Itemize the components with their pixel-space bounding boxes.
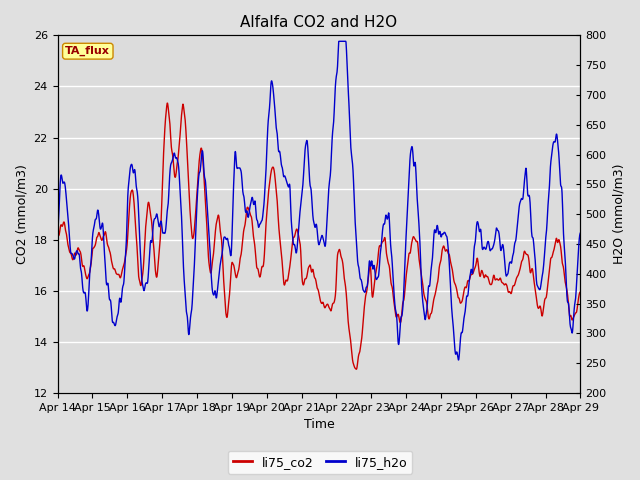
Y-axis label: CO2 (mmol/m3): CO2 (mmol/m3) bbox=[15, 164, 28, 264]
li75_h2o bbox=[334, 59, 342, 65]
Legend: li75_co2, li75_h2o: li75_co2, li75_h2o bbox=[228, 451, 412, 474]
li75_co2 bbox=[200, 168, 207, 173]
Line: li75_h2o: li75_h2o bbox=[58, 41, 580, 360]
li75_h2o bbox=[346, 112, 353, 118]
li75_co2 bbox=[54, 234, 61, 240]
li75_h2o bbox=[545, 187, 553, 193]
li75_h2o bbox=[531, 252, 538, 258]
li75_co2 bbox=[346, 329, 353, 335]
Text: TA_flux: TA_flux bbox=[65, 46, 110, 56]
li75_h2o bbox=[335, 38, 343, 44]
li75_co2 bbox=[531, 283, 538, 288]
li75_h2o bbox=[200, 157, 207, 163]
li75_h2o bbox=[577, 230, 584, 236]
Title: Alfalfa CO2 and H2O: Alfalfa CO2 and H2O bbox=[241, 15, 397, 30]
X-axis label: Time: Time bbox=[303, 419, 334, 432]
Y-axis label: H2O (mmol/m3): H2O (mmol/m3) bbox=[612, 164, 625, 264]
li75_co2 bbox=[353, 366, 360, 372]
li75_co2 bbox=[577, 289, 584, 295]
li75_co2 bbox=[163, 100, 171, 106]
li75_co2 bbox=[471, 264, 479, 270]
li75_h2o bbox=[454, 357, 462, 363]
li75_co2 bbox=[334, 250, 342, 255]
Line: li75_co2: li75_co2 bbox=[58, 103, 580, 369]
li75_co2 bbox=[545, 268, 553, 274]
li75_h2o bbox=[54, 230, 61, 236]
li75_h2o bbox=[471, 240, 479, 246]
